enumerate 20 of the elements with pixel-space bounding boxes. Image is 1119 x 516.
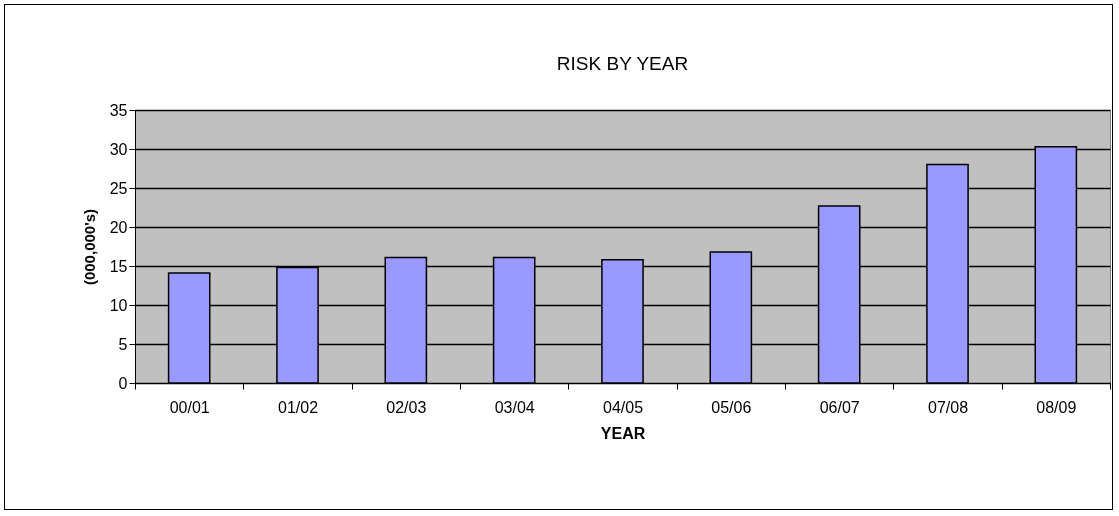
y-tick-label: 15 xyxy=(109,257,128,275)
x-axis-title: YEAR xyxy=(600,424,646,442)
x-tick-label: 00/01 xyxy=(169,398,210,416)
chart-title: RISK BY YEAR xyxy=(556,53,689,74)
x-tick-label: 01/02 xyxy=(277,398,319,416)
y-tick-label: 10 xyxy=(109,296,128,314)
y-tick-label: 5 xyxy=(118,335,128,353)
x-tick-label: 03/04 xyxy=(494,398,535,416)
y-tick-label: 25 xyxy=(109,179,128,197)
y-tick-label: 20 xyxy=(109,218,128,236)
y-tick-label: 0 xyxy=(118,374,128,392)
y-axis-title: (000,000's) xyxy=(80,208,98,286)
x-tick-label: 05/06 xyxy=(711,398,752,416)
x-tick-label: 06/07 xyxy=(819,398,860,416)
y-tick-label: 35 xyxy=(109,101,128,119)
y-tick-label: 30 xyxy=(109,140,128,158)
x-tick-label: 07/08 xyxy=(927,398,969,416)
x-tick-label: 04/05 xyxy=(602,398,644,416)
x-tick-label: 02/03 xyxy=(386,398,427,416)
x-tick-label: 08/09 xyxy=(1036,398,1077,416)
